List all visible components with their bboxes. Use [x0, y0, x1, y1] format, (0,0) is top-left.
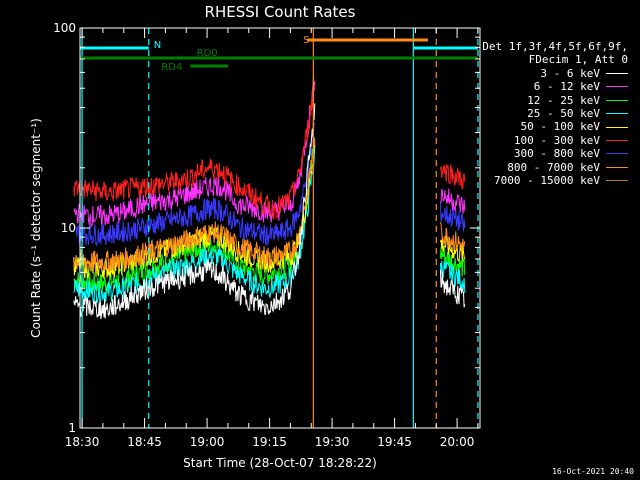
legend-label: 50 - 100 keV [520, 120, 600, 134]
legend-label: 800 - 7000 keV [507, 160, 600, 174]
y-tick-label: 10 [61, 221, 76, 235]
curves-layer [73, 75, 466, 320]
x-tick-label: 20:00 [440, 435, 475, 449]
annotation-label: RD0 [197, 48, 218, 59]
legend: Det 1f,3f,4f,5f,6f,9f, FDecim 1, Att 0 3… [478, 40, 628, 187]
legend-entry: 6 - 12 keV [478, 80, 628, 93]
axes-layer: 18:30 18:45 19:00 19:15 19:30 19:45 20:00 1 10 10… [53, 21, 480, 449]
legend-swatch [606, 86, 628, 88]
annotation-label: N [154, 40, 161, 51]
legend-entry: 25 - 50 keV [478, 107, 628, 120]
legend-swatch [606, 166, 628, 168]
legend-swatch [606, 126, 628, 128]
chart-title: RHESSI Count Rates [205, 3, 356, 21]
series-line-after-gap [439, 222, 466, 254]
footer-timestamp: 16-Oct-2021 20:40 [552, 467, 634, 476]
series-line-after-gap [439, 201, 466, 232]
x-axis-label: Start Time (28-Oct-07 18:28:22) [183, 456, 377, 470]
legend-entry: 50 - 100 keV [478, 120, 628, 133]
legend-label: 12 - 25 keV [527, 93, 600, 107]
series-line-after-gap [439, 269, 466, 308]
x-tick-label: 18:30 [65, 435, 100, 449]
legend-swatch [606, 99, 628, 101]
series-line [73, 122, 316, 247]
series-line [73, 137, 316, 272]
series-line [73, 75, 316, 229]
annotation-label: RD4 [161, 62, 182, 73]
legend-swatch [606, 180, 628, 182]
x-tick-label: 19:15 [252, 435, 287, 449]
legend-label: 6 - 12 keV [533, 80, 600, 94]
legend-entry: 100 - 300 keV [478, 134, 628, 147]
x-tick-label: 18:45 [127, 435, 162, 449]
legend-entries: 3 - 6 keV 6 - 12 keV 12 - 25 keV 25 - 50 ke… [478, 67, 628, 188]
legend-label: 7000 - 15000 keV [494, 174, 600, 188]
x-tick-label: 19:45 [377, 435, 412, 449]
series-line [73, 103, 316, 320]
legend-entry: 7000 - 15000 keV [478, 174, 628, 187]
legend-swatch [606, 153, 628, 155]
annotation-label: S [303, 35, 309, 46]
series-line-after-gap [439, 164, 466, 190]
legend-label: 300 - 800 keV [513, 147, 600, 161]
series-line [73, 144, 316, 304]
y-tick-label: 1 [68, 421, 76, 435]
legend-entry: 800 - 7000 keV [478, 161, 628, 174]
y-axis-label: Count Rate (s⁻¹ detector segment⁻¹) [29, 118, 43, 338]
x-tick-label: 19:00 [190, 435, 225, 449]
legend-label: 25 - 50 keV [527, 107, 600, 121]
legend-label: 3 - 6 keV [540, 66, 600, 80]
y-tick-label: 100 [53, 21, 76, 35]
series-line-after-gap [439, 235, 466, 262]
legend-entry: 3 - 6 keV [478, 67, 628, 80]
x-tick-label: 19:30 [315, 435, 350, 449]
series-line-after-gap [439, 188, 466, 214]
series-line-after-gap [439, 247, 466, 277]
series-line [73, 85, 316, 220]
legend-swatch [606, 113, 628, 115]
series-line [73, 139, 316, 279]
legend-entry: 12 - 25 keV [478, 94, 628, 107]
legend-label: 100 - 300 keV [513, 133, 600, 147]
legend-swatch [606, 73, 628, 75]
legend-entry: 300 - 800 keV [478, 147, 628, 160]
legend-swatch [606, 140, 628, 142]
legend-header-line: FDecim 1, Att 0 [528, 53, 628, 67]
series-line-after-gap [439, 260, 466, 294]
legend-header-line: Det 1f,3f,4f,5f,6f,9f, [482, 40, 628, 53]
